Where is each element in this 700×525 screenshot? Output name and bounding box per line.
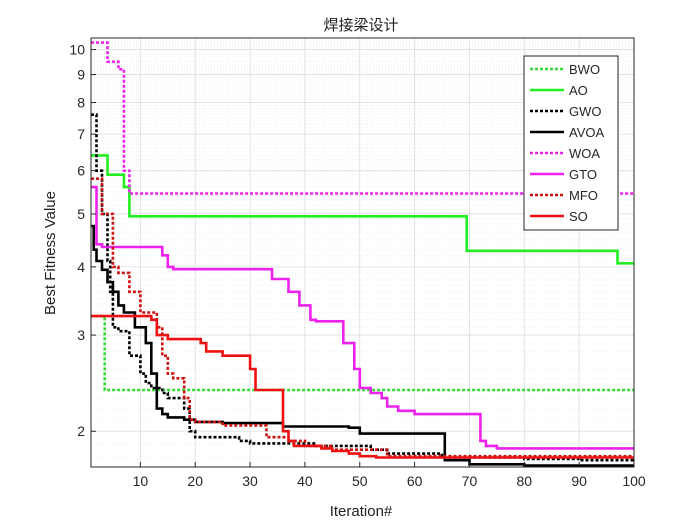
chart-title: 焊接梁设计 [323,16,398,34]
x-tick-label: 100 [622,473,646,489]
y-tick-label: 2 [77,423,85,439]
legend-label-bwo: BWO [569,62,600,77]
x-axis: 10 20 30 40 50 60 70 80 90 100 [133,462,646,489]
legend-label-ao: AO [569,83,588,98]
x-tick-label: 80 [517,473,533,489]
legend-label-gwo: GWO [569,104,602,119]
series-line-avoa [91,224,634,467]
series-line-so [91,314,634,459]
legend-label-avoa: AVOA [569,125,604,140]
x-tick-label: 60 [407,473,423,489]
minor-grid [91,39,634,457]
y-tick-label: 3 [77,327,85,343]
legend: BWO AO GWO AVOA WOA GTO MFO SO [523,55,619,231]
y-axis-label: Best Fitness Value [42,191,59,315]
axes-frame [90,37,635,468]
series-line-mfo [91,177,634,458]
x-tick-label: 30 [242,473,258,489]
x-tick-label: 50 [352,473,368,489]
legend-box [523,55,619,231]
series-layer [91,41,634,467]
series-line-ao [91,154,634,265]
y-tick-label: 4 [77,259,85,275]
y-tick-label: 8 [77,94,85,110]
series-line-gto [91,185,634,450]
legend-label-so: SO [569,209,588,224]
x-tick-label: 90 [571,473,587,489]
legend-label-gto: GTO [569,167,597,182]
y-tick-label: 9 [77,67,85,83]
y-tick-label: 7 [77,126,85,142]
x-tick-label: 20 [187,473,203,489]
y-axis: 2 3 4 5 6 7 8 9 10 [69,42,96,439]
x-tick-label: 70 [462,473,478,489]
x-axis-label: Iteration# [330,503,393,520]
y-tick-label: 10 [69,42,85,58]
legend-label-woa: WOA [569,146,600,161]
x-tick-label: 40 [297,473,313,489]
legend-label-mfo: MFO [569,188,598,203]
y-tick-label: 6 [77,163,85,179]
x-tick-label: 10 [133,473,149,489]
y-tick-label: 5 [77,206,85,222]
